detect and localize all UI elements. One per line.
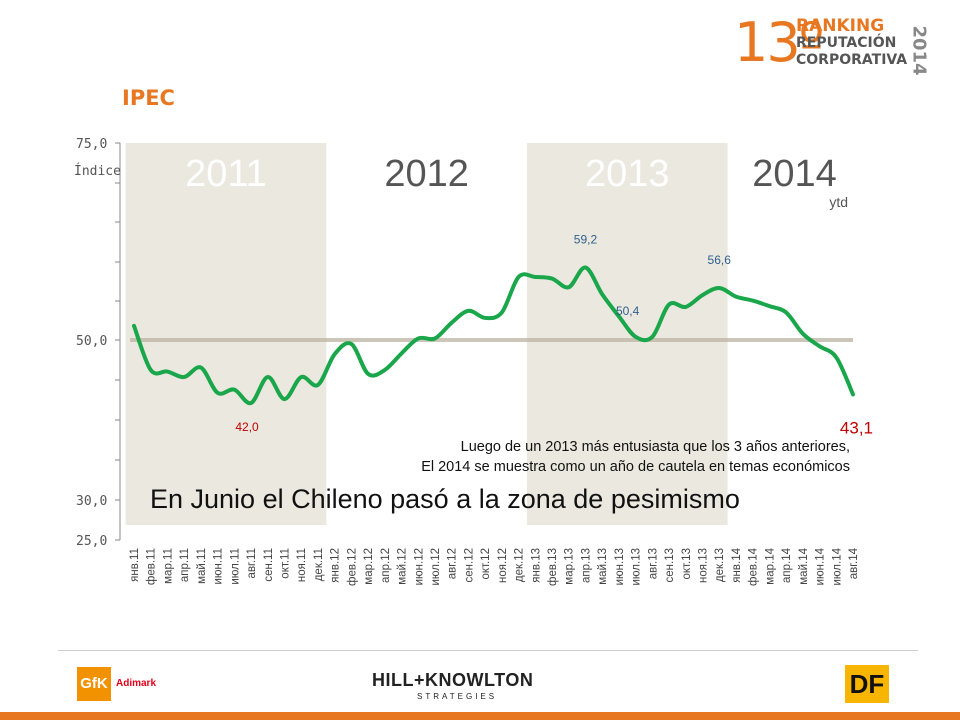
x-tick-label: июн.13 bbox=[614, 548, 626, 585]
data-label: 50,4 bbox=[616, 304, 640, 318]
year-label-2012: 2012 bbox=[384, 153, 469, 195]
x-tick-label: июн.11 bbox=[213, 548, 225, 585]
data-label: 59,2 bbox=[574, 233, 598, 247]
x-tick-label: май.11 bbox=[196, 548, 208, 584]
x-tick-label: янв.14 bbox=[731, 547, 743, 582]
x-tick-label: авг.12 bbox=[447, 548, 459, 579]
headline-message: En Junio el Chileno pasó a la zona de pe… bbox=[150, 484, 740, 514]
gfk-logo: GfK bbox=[77, 667, 111, 701]
gfk-adimark-text: Adimark bbox=[116, 678, 157, 689]
y-tick-label: 30,0 bbox=[76, 494, 107, 509]
x-tick-label: ноя.12 bbox=[497, 548, 509, 583]
x-tick-label: дек.11 bbox=[313, 548, 325, 581]
data-label: 43,1 bbox=[840, 418, 873, 437]
x-tick-label: ноя.13 bbox=[698, 548, 710, 583]
x-tick-label: авг.14 bbox=[848, 547, 860, 579]
x-tick-label: дек.13 bbox=[714, 548, 726, 582]
x-tick-label: май.13 bbox=[597, 548, 609, 585]
x-tick-label: сен.11 bbox=[263, 548, 275, 582]
data-label: 42,0 bbox=[235, 420, 259, 434]
df-logo: DF bbox=[845, 665, 889, 703]
year-sublabel-ytd: ytd bbox=[829, 194, 848, 210]
x-tick-label: ноя.11 bbox=[296, 548, 308, 582]
y-tick-label: 25,0 bbox=[76, 534, 107, 549]
y-tick-label: 75,0 bbox=[76, 137, 107, 152]
x-tick-label: сен.13 bbox=[664, 548, 676, 582]
x-tick-label: окт.13 bbox=[681, 548, 693, 580]
logo-line-corporativa: CORPORATIVA bbox=[796, 52, 908, 68]
logo-number: 13º bbox=[734, 11, 824, 74]
logo-line-reputacion: REPUTACIÓN bbox=[796, 35, 897, 51]
year-label-2013: 2013 bbox=[585, 153, 670, 195]
x-tick-label: апр.11 bbox=[179, 548, 191, 582]
x-tick-label: июл.11 bbox=[229, 548, 241, 585]
year-label-2014: 2014 bbox=[752, 153, 837, 195]
x-tick-label: окт.12 bbox=[480, 548, 492, 580]
year-label-2011: 2011 bbox=[185, 153, 267, 195]
message-line-2: El 2014 se muestra como un año de cautel… bbox=[421, 459, 850, 475]
x-tick-label: апр.12 bbox=[380, 548, 392, 583]
x-tick-label: окт.11 bbox=[279, 548, 291, 579]
x-tick-label: май.12 bbox=[397, 548, 409, 585]
x-tick-label: апр.13 bbox=[580, 548, 592, 583]
x-tick-label: мар.14 bbox=[764, 547, 776, 584]
logo-wordmark: RANKING REPUTACIÓN CORPORATIVA bbox=[796, 18, 907, 69]
x-tick-label: фев.14 bbox=[748, 547, 760, 586]
x-tick-label: мар.11 bbox=[162, 548, 174, 584]
x-tick-label: май.14 bbox=[798, 547, 810, 584]
ranking-logo: 13º RANKING REPUTACIÓN CORPORATIVA 2014 bbox=[734, 11, 930, 76]
x-tick-label: авг.11 bbox=[246, 548, 258, 578]
x-tick-label: авг.13 bbox=[647, 548, 659, 579]
x-tick-label: июл.13 bbox=[631, 548, 643, 586]
x-tick-label: сен.12 bbox=[463, 548, 475, 582]
x-tick-label: июн.12 bbox=[413, 548, 425, 585]
x-tick-label: мар.12 bbox=[363, 548, 375, 585]
x-tick-label: янв.13 bbox=[530, 548, 542, 583]
ipec-series-line bbox=[132, 265, 855, 406]
x-tick-label: фев.13 bbox=[547, 548, 559, 586]
y-axis-label: Índice bbox=[74, 163, 121, 179]
x-tick-label: янв.11 bbox=[129, 548, 141, 582]
footer-accent-bar bbox=[0, 712, 960, 720]
year-band-2011 bbox=[125, 143, 327, 525]
x-tick-label: июл.12 bbox=[430, 548, 442, 586]
logo-line-ranking: RANKING bbox=[796, 16, 885, 36]
page-title: IPEC bbox=[122, 86, 175, 110]
year-band-2013 bbox=[526, 143, 728, 525]
x-tick-label: фев.12 bbox=[346, 548, 358, 586]
footer-divider bbox=[58, 650, 918, 651]
hill-knowlton-subtitle: STRATEGIES bbox=[417, 692, 498, 701]
y-tick-label: 50,0 bbox=[76, 334, 107, 349]
message-line-1: Luego de un 2013 más entusiasta que los … bbox=[460, 439, 850, 455]
x-tick-label: апр.14 bbox=[781, 547, 793, 583]
x-tick-label: июл.14 bbox=[831, 547, 843, 585]
x-tick-label: июн.14 bbox=[815, 547, 827, 585]
x-tick-label: фев.11 bbox=[146, 548, 158, 585]
data-label: 56,6 bbox=[708, 253, 732, 267]
x-tick-label: дек.12 bbox=[514, 548, 526, 582]
hill-knowlton-logo: HILL+KNOWLTON bbox=[372, 670, 534, 690]
x-tick-label: янв.12 bbox=[330, 548, 342, 583]
x-tick-label: мар.13 bbox=[564, 548, 576, 585]
